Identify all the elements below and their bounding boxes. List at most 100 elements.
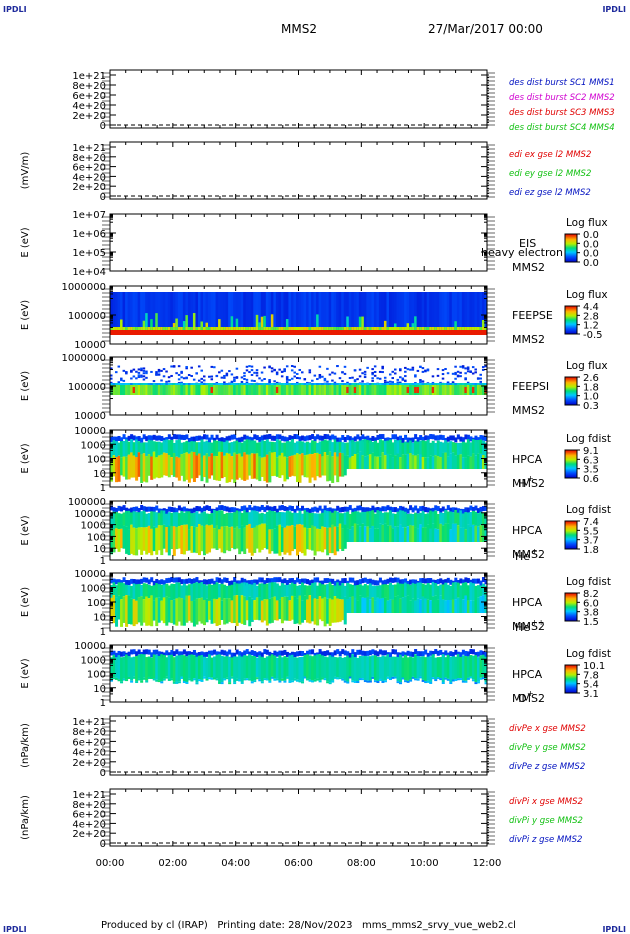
spectrogram-cell [361,434,365,440]
spectrogram-cell [268,680,272,683]
spectrogram-cell [326,507,330,513]
spectrogram-cell [265,330,269,335]
spectrogram-cell [479,377,482,380]
spectrogram-cell [366,656,370,681]
spectrogram-cell [419,582,423,600]
spectrogram-cell [331,524,335,554]
spectrogram-cell [230,380,234,383]
spectrogram-cell [406,453,410,469]
spectrogram-cell [431,677,435,680]
spectrogram-cell [157,373,161,376]
spectrogram-cell [200,651,204,657]
spectrogram-cell [434,510,438,529]
spectrogram-cell [293,330,297,335]
y-tick-label: 2e+20 [72,111,106,122]
spectrogram-cell [125,679,129,682]
spectrogram-cell [388,599,392,613]
spectrogram-cell [200,369,203,372]
spectrogram-cell [411,583,415,599]
spectrogram-cell [446,330,450,335]
spectrogram-cell [137,597,141,623]
spectrogram-cell [255,652,259,658]
spectrogram-cell [278,440,282,456]
spectrogram-cell [238,292,242,330]
spectrogram-cell [476,681,480,684]
spectrogram-cell [363,526,367,542]
spectrogram-cell [424,327,428,330]
spectrogram-cell [328,440,332,452]
spectrogram-cell [484,656,488,683]
spectrogram-cell [469,582,473,601]
spectrogram-cell [122,369,126,372]
spectrogram-cell [213,330,217,335]
spectrogram-cell [358,327,362,330]
spectrogram-cell [411,598,415,613]
spectrogram-cell [451,327,455,330]
spectrogram-cell [243,372,246,375]
spectrogram-cell [293,652,297,658]
spectrogram-cell [474,585,478,600]
spectrogram-cell [157,368,161,371]
spectrogram-cell [328,373,332,376]
spectrogram-cell [318,441,322,455]
spectrogram-cell [120,292,124,330]
spectrogram-cell [451,372,455,375]
spectrogram-cell [280,385,284,395]
spectrogram-cell [152,654,156,679]
spectrogram-cell [316,654,320,679]
spectrogram-cell [424,507,428,513]
spectrogram-cell [421,327,425,330]
spectrogram-cell [446,442,450,457]
spectrogram-cell [288,435,292,441]
spectrogram-cell [152,451,156,479]
spectrogram-cell [235,327,239,330]
spectrogram-cell [285,378,289,381]
spectrogram-cell [356,524,360,542]
spectrogram-cell [396,652,400,658]
spectrogram-cell [185,377,188,380]
spectrogram-cell [366,507,370,513]
colorbar-tick-label: 1.2 [583,321,599,332]
spectrogram-cell [180,454,184,476]
spectrogram-cell [175,508,179,514]
spectrogram-cell [481,512,485,526]
spectrogram-cell [220,655,224,683]
spectrogram-cell [233,507,237,513]
spectrogram-cell [127,510,131,530]
spectrogram-cell [394,372,397,375]
spectrogram-cell [363,376,367,379]
spectrogram-cell [358,678,362,681]
spectrogram-cell [130,385,134,395]
spectrogram-cell [386,453,390,469]
spectrogram-cell [353,511,357,524]
spectrogram-cell [215,385,219,395]
colorbar-tick-label: 9.1 [583,446,599,457]
spectrogram-cell [235,649,239,655]
spectrogram-cell [268,330,272,335]
spectrogram-cell [464,292,468,330]
colorbar-tick-label: 0.0 [583,258,599,269]
spectrogram-cell [381,440,385,453]
spectrogram-cell [263,523,267,549]
spectrogram-cell [406,442,410,454]
y-tick-label: 1 [100,627,106,638]
y-tick-label: 1000 [81,440,106,451]
spectrogram-cell [283,436,287,442]
spectrogram-cell [140,374,143,377]
spectrogram-cell [464,457,468,469]
spectrogram-cell [311,649,315,655]
spectrogram-cell [471,510,475,525]
spectrogram-cell [466,327,470,330]
spectrogram-cell [135,456,139,481]
spectrogram-cell [253,327,257,330]
spectrogram-cell [250,385,254,395]
spectrogram-cell [306,678,310,681]
spectrogram-cell [399,598,403,613]
spectrogram-cell [368,578,372,584]
spectrogram-cell [230,456,234,480]
spectrogram-cell [391,442,395,458]
spectrogram-cell [218,510,222,530]
spectrogram-cell [469,676,473,679]
spectrogram-cell [273,505,277,511]
spectrogram-cell [444,657,448,678]
